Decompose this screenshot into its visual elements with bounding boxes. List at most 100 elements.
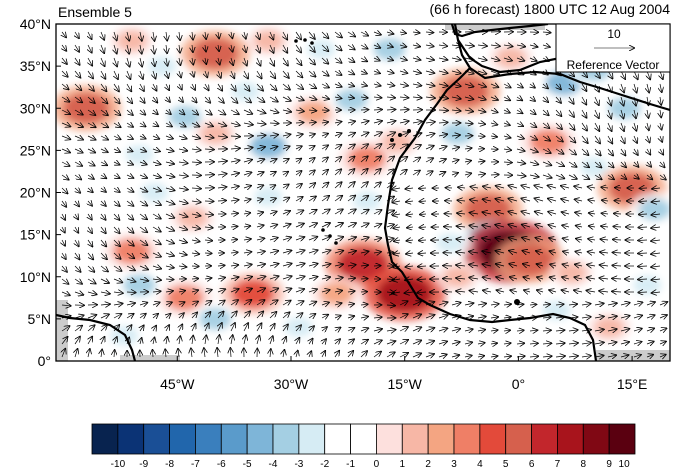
wind-vector bbox=[483, 186, 492, 188]
wind-vector bbox=[589, 213, 596, 214]
wind-vector bbox=[269, 135, 278, 136]
wind-vector bbox=[126, 292, 136, 293]
wind-vector bbox=[477, 84, 486, 87]
wind-vector bbox=[477, 330, 485, 331]
wind-vector bbox=[425, 71, 434, 73]
wind-vector bbox=[204, 123, 213, 126]
wind-vector bbox=[192, 57, 193, 65]
anomaly-cell bbox=[506, 244, 553, 276]
wind-vector bbox=[530, 84, 535, 88]
wind-vector bbox=[139, 162, 147, 165]
anomaly-cell bbox=[191, 38, 239, 69]
wind-vector bbox=[243, 264, 252, 266]
wind-vector bbox=[114, 83, 119, 91]
colorbar-label: 4 bbox=[477, 459, 483, 470]
wind-vector bbox=[230, 289, 239, 292]
wind-vector bbox=[373, 45, 380, 48]
wind-vector bbox=[542, 45, 550, 47]
wind-vector bbox=[88, 337, 92, 345]
wind-vector bbox=[309, 146, 315, 149]
y-axis: 0° 5°N 10°N 15°N 20°N 25°N 30°N 35°N 40°N bbox=[20, 16, 61, 369]
wind-vector bbox=[425, 97, 435, 98]
wind-vector bbox=[568, 135, 575, 142]
wind-vector bbox=[113, 265, 122, 271]
wind-vector bbox=[360, 71, 367, 74]
colorbar-label: -7 bbox=[191, 459, 200, 470]
wind-vector bbox=[412, 84, 421, 86]
wind-vector bbox=[360, 237, 369, 240]
wind-vector bbox=[308, 314, 315, 318]
wind-vector bbox=[425, 32, 433, 33]
wind-vector bbox=[633, 315, 642, 318]
wind-vector bbox=[550, 277, 557, 279]
anomaly-cell bbox=[297, 101, 331, 124]
wind-vector bbox=[651, 227, 661, 228]
wind-vector bbox=[126, 314, 134, 318]
wind-vector bbox=[651, 240, 661, 241]
wind-vector bbox=[230, 173, 239, 175]
wind-vector bbox=[542, 317, 551, 318]
colorbar-label: -4 bbox=[269, 459, 278, 470]
colorbar-label: 6 bbox=[529, 459, 535, 470]
wind-vector bbox=[647, 109, 649, 118]
wind-vector bbox=[126, 213, 133, 220]
wind-vector bbox=[651, 279, 661, 280]
wind-vector bbox=[412, 302, 421, 306]
wind-vector bbox=[192, 313, 197, 319]
wind-vector bbox=[568, 304, 577, 305]
wind-vector bbox=[101, 57, 105, 66]
wind-vector bbox=[535, 198, 544, 201]
wind-vector bbox=[308, 237, 317, 240]
wind-vector bbox=[482, 264, 492, 266]
wind-vector bbox=[113, 136, 121, 139]
anomaly-cell bbox=[529, 129, 568, 155]
colorbar-label: 5 bbox=[503, 459, 509, 470]
wind-vector bbox=[75, 226, 78, 233]
wind-vector bbox=[256, 185, 263, 188]
colorbar-swatch bbox=[479, 423, 507, 455]
wind-vector bbox=[360, 210, 369, 214]
wind-vector bbox=[542, 304, 550, 305]
wind-vector bbox=[295, 264, 305, 267]
wind-vector bbox=[62, 252, 66, 259]
wind-vector bbox=[516, 58, 524, 61]
wind-vector bbox=[334, 209, 343, 214]
x-tick-label: 15°W bbox=[387, 376, 422, 392]
wind-vector bbox=[373, 71, 380, 73]
wind-vector bbox=[334, 71, 342, 75]
wind-vector bbox=[321, 302, 329, 305]
wind-vector bbox=[334, 157, 341, 162]
wind-vector bbox=[308, 264, 318, 266]
wind-vector bbox=[451, 316, 460, 318]
wind-vector bbox=[601, 226, 609, 227]
wind-vector bbox=[140, 110, 145, 115]
wind-vector bbox=[179, 324, 182, 332]
wind-vector bbox=[127, 149, 133, 151]
wind-vector bbox=[100, 304, 110, 305]
anomaly-cell bbox=[306, 39, 336, 60]
wind-vector bbox=[399, 97, 408, 98]
wind-vector bbox=[529, 317, 537, 318]
wind-vector bbox=[360, 304, 368, 305]
wind-vector bbox=[217, 201, 226, 202]
wind-vector bbox=[295, 197, 303, 201]
wind-vector bbox=[114, 57, 117, 66]
wind-vector bbox=[282, 251, 291, 254]
wind-vector bbox=[179, 97, 183, 102]
wind-vector bbox=[660, 162, 665, 167]
wind-vector bbox=[477, 71, 486, 74]
wind-vector bbox=[204, 136, 214, 138]
wind-vector bbox=[179, 302, 185, 305]
wind-vector bbox=[508, 199, 518, 202]
wind-vector bbox=[113, 96, 120, 103]
wind-vector bbox=[270, 324, 275, 332]
wind-vector bbox=[406, 253, 414, 254]
wind-vector bbox=[100, 109, 108, 115]
wind-vector bbox=[600, 252, 609, 253]
wind-vector bbox=[74, 315, 84, 318]
wind-vector bbox=[295, 134, 303, 136]
wind-vector bbox=[360, 45, 368, 49]
wind-vector bbox=[100, 123, 108, 127]
wind-vector bbox=[308, 122, 316, 123]
wind-vector bbox=[321, 134, 328, 136]
